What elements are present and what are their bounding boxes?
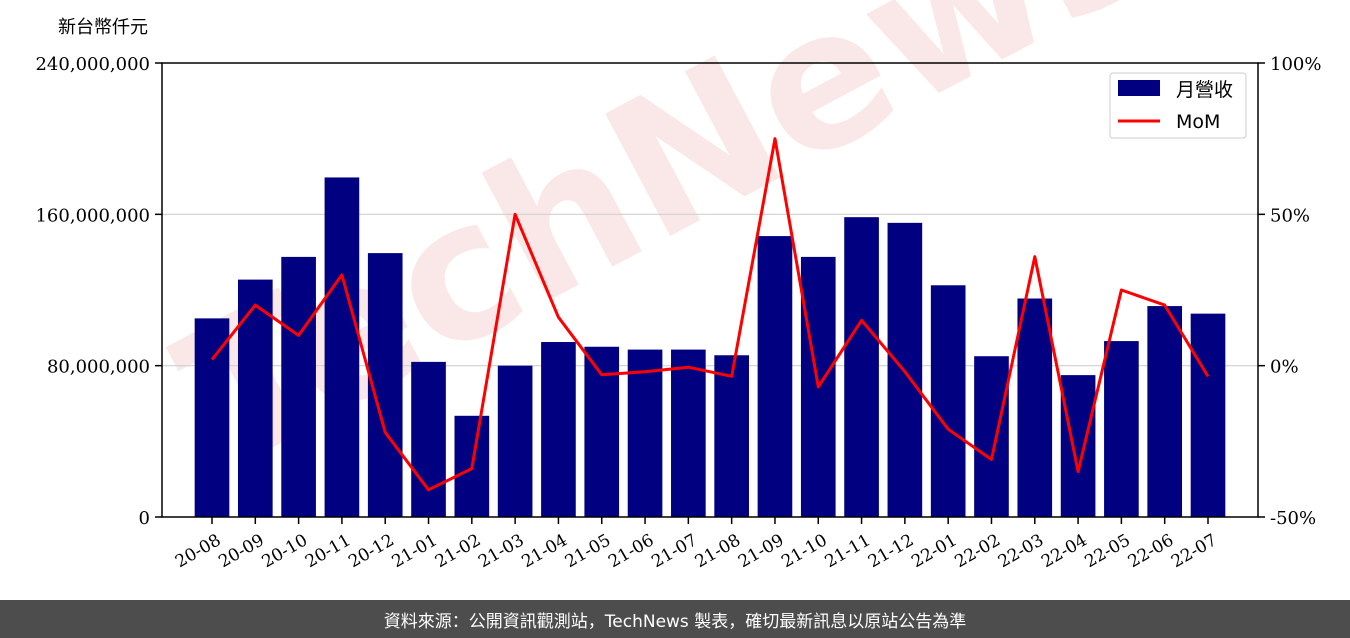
revenue-bar <box>281 256 316 517</box>
y-left-tick-label: 160,000,000 <box>35 205 150 226</box>
y-left-tick-label: 240,000,000 <box>35 54 150 75</box>
legend-label-mom: MoM <box>1176 111 1220 133</box>
plot-frame <box>161 62 1259 518</box>
y-right-tick-label: -50% <box>1270 508 1316 529</box>
revenue-bar <box>627 349 663 517</box>
x-tick-label: 22-05 <box>1081 530 1133 572</box>
x-tick-label: 22-06 <box>1125 530 1177 572</box>
x-tick-label: 20-09 <box>215 530 267 572</box>
y-unit-label: 新台幣仟元 <box>58 17 148 38</box>
revenue-bar <box>844 217 879 517</box>
x-tick-label: 21-12 <box>865 530 917 572</box>
x-tick-label: 20-08 <box>172 530 224 572</box>
legend-label-revenue: 月營收 <box>1176 79 1233 101</box>
x-tick-label: 22-02 <box>952 530 1004 572</box>
x-tick-label: 22-01 <box>908 530 960 572</box>
x-tick-label: 22-07 <box>1168 530 1220 572</box>
mom-line <box>210 137 1210 492</box>
x-tick-label: 20-10 <box>259 530 311 572</box>
x-tick-label: 20-12 <box>345 530 397 572</box>
revenue-bar <box>757 236 793 517</box>
revenue-bar <box>411 361 446 517</box>
revenue-bar <box>541 342 576 517</box>
x-tick-label: 22-04 <box>1038 530 1090 572</box>
x-tick-label: 21-10 <box>778 530 830 572</box>
x-tick-label: 21-11 <box>822 530 874 572</box>
x-tick-label: 21-07 <box>648 530 700 572</box>
y-left-tick-label: 0 <box>139 508 150 529</box>
revenue-bar <box>324 177 360 517</box>
footer-text: 資料來源：公開資訊觀測站，TechNews 製表，確切最新訊息以原站公告為準 <box>383 611 967 632</box>
x-tick-label: 21-01 <box>389 530 441 572</box>
revenue-bar <box>194 318 230 517</box>
x-tick-label: 21-05 <box>562 530 614 572</box>
revenue-bar <box>1060 375 1096 517</box>
source-footer: 資料來源：公開資訊觀測站，TechNews 製表，確切最新訊息以原站公告為準 <box>0 600 1350 638</box>
x-tick-label: 21-08 <box>692 530 744 572</box>
revenue-bar <box>497 365 533 517</box>
x-tick-label: 21-06 <box>605 530 657 572</box>
x-tick-label: 21-09 <box>735 530 787 572</box>
revenue-bar <box>671 349 706 517</box>
legend: 月營收 MoM <box>1109 72 1247 139</box>
legend-swatch-revenue <box>1118 80 1160 96</box>
revenue-bar <box>1104 341 1139 517</box>
revenue-bar <box>930 285 966 517</box>
x-tick-label: 21-02 <box>432 530 484 572</box>
x-tick-label: 21-03 <box>475 530 527 572</box>
x-tick-label: 21-04 <box>518 530 570 572</box>
revenue-bar <box>714 355 749 517</box>
y-right-tick-label: 0% <box>1270 357 1299 378</box>
revenue-bar <box>974 356 1009 517</box>
y-right-tick-label: 100% <box>1270 54 1321 75</box>
x-tick-label: 20-11 <box>302 530 354 572</box>
y-left-tick-label: 80,000,000 <box>47 357 150 378</box>
y-right-tick-label: 50% <box>1270 205 1310 226</box>
revenue-bar <box>1190 313 1226 517</box>
revenue-bar <box>1147 306 1183 517</box>
x-tick-label: 22-03 <box>995 530 1047 572</box>
chart: TechNews 080,000,000160,000,000240,000,0… <box>35 0 1321 572</box>
revenue-bar <box>1017 298 1053 517</box>
